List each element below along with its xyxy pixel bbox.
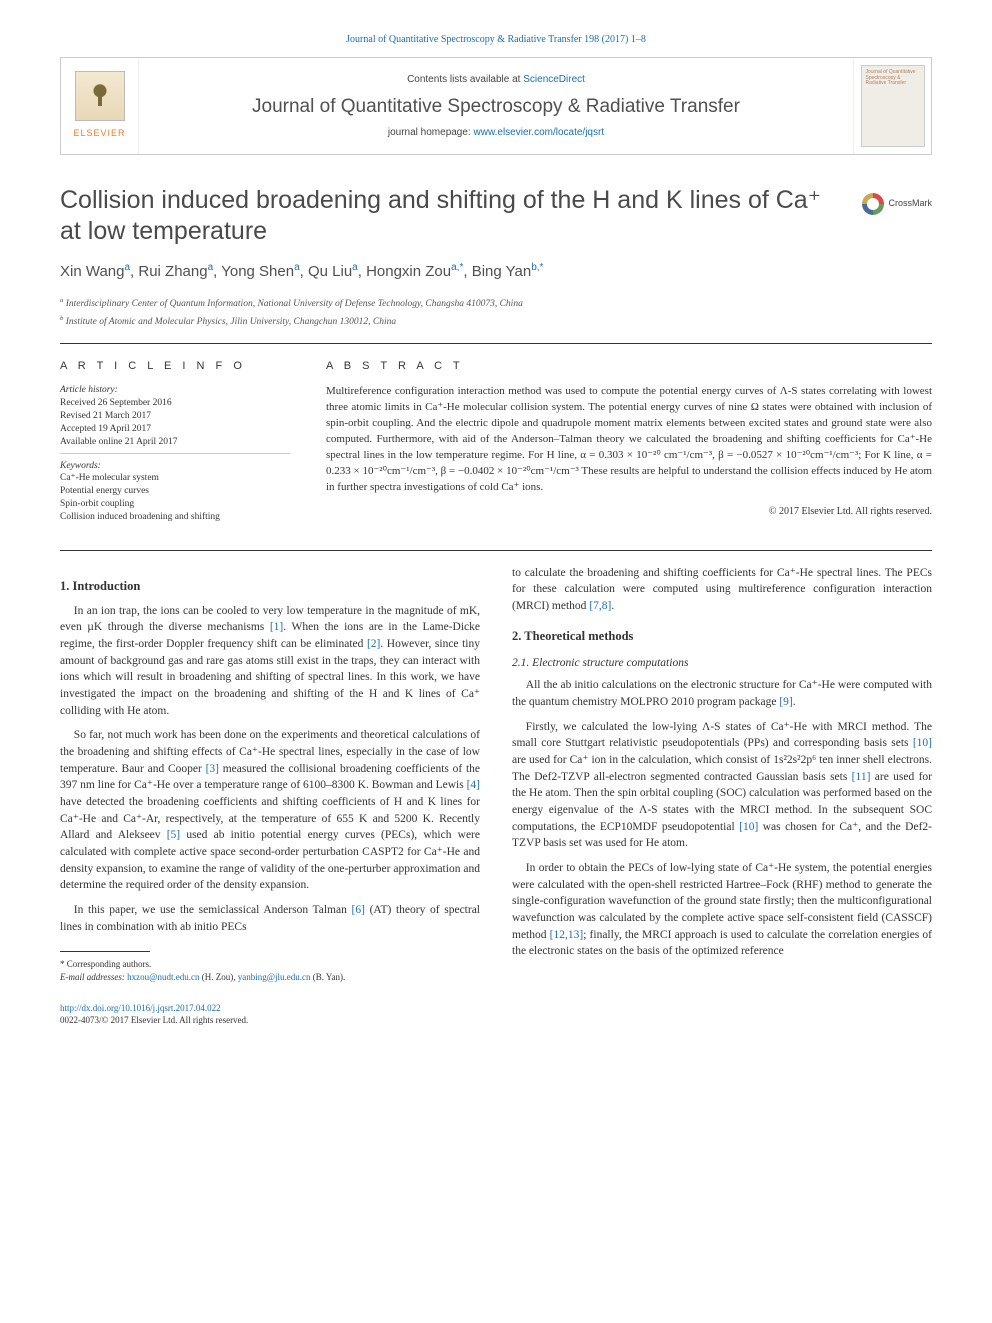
corresponding-authors: * Corresponding authors. bbox=[60, 958, 480, 971]
contents-line: Contents lists available at ScienceDirec… bbox=[407, 72, 585, 87]
footnote-block: * Corresponding authors. E-mail addresse… bbox=[60, 958, 480, 983]
copyright-line: © 2017 Elsevier Ltd. All rights reserved… bbox=[326, 504, 932, 519]
affiliation-a-text: Interdisciplinary Center of Quantum Info… bbox=[66, 299, 523, 309]
article-info-col: A R T I C L E I N F O Article history: R… bbox=[60, 358, 290, 536]
bottom-block: http://dx.doi.org/10.1016/j.jqsrt.2017.0… bbox=[60, 1002, 932, 1026]
methods-sub1: 2.1. Electronic structure computations bbox=[512, 655, 932, 672]
email-label: E-mail addresses: bbox=[60, 972, 127, 982]
history-revised: Revised 21 March 2017 bbox=[60, 410, 290, 423]
keywords-label: Keywords: bbox=[60, 460, 290, 473]
email-2-who: (B. Yan). bbox=[310, 972, 345, 982]
journal-name: Journal of Quantitative Spectroscopy & R… bbox=[252, 93, 740, 122]
methods-p3: In order to obtain the PECs of low-lying… bbox=[512, 860, 932, 960]
history-received: Received 26 September 2016 bbox=[60, 397, 290, 410]
history-label: Article history: bbox=[60, 384, 290, 397]
history-accepted: Accepted 19 April 2017 bbox=[60, 423, 290, 436]
email-line: E-mail addresses: hxzou@nudt.edu.cn (H. … bbox=[60, 971, 480, 984]
header-citation[interactable]: Journal of Quantitative Spectroscopy & R… bbox=[60, 32, 932, 47]
banner-center: Contents lists available at ScienceDirec… bbox=[139, 58, 853, 154]
body-columns: 1. Introduction In an ion trap, the ions… bbox=[60, 565, 932, 984]
publisher-logo[interactable]: ELSEVIER bbox=[61, 58, 139, 154]
homepage-line: journal homepage: www.elsevier.com/locat… bbox=[388, 125, 604, 140]
abstract-head: A B S T R A C T bbox=[326, 358, 932, 375]
email-1[interactable]: hxzou@nudt.edu.cn bbox=[127, 972, 199, 982]
affiliation-b-text: Institute of Atomic and Molecular Physic… bbox=[66, 317, 396, 327]
affiliation-b: b Institute of Atomic and Molecular Phys… bbox=[60, 315, 932, 329]
history-block: Article history: Received 26 September 2… bbox=[60, 384, 290, 523]
keyword-2: Spin-orbit coupling bbox=[60, 498, 290, 511]
publisher-label: ELSEVIER bbox=[73, 127, 125, 141]
sciencedirect-link[interactable]: ScienceDirect bbox=[523, 74, 585, 85]
banner-cover: Journal of Quantitative Spectroscopy & R… bbox=[853, 58, 931, 154]
crossmark-badge[interactable]: CrossMark bbox=[862, 193, 932, 215]
crossmark-icon bbox=[862, 193, 884, 215]
journal-cover-thumb: Journal of Quantitative Spectroscopy & R… bbox=[861, 65, 925, 147]
intro-p4-right: to calculate the broadening and shifting… bbox=[512, 565, 932, 615]
footnote-rule bbox=[60, 951, 150, 952]
keyword-1: Potential energy curves bbox=[60, 485, 290, 498]
paper-title: Collision induced broadening and shiftin… bbox=[60, 185, 842, 248]
keyword-0: Ca⁺-He molecular system bbox=[60, 472, 290, 485]
issn-line: 0022-4073/© 2017 Elsevier Ltd. All right… bbox=[60, 1014, 932, 1026]
methods-p2: Firstly, we calculated the low-lying Λ-S… bbox=[512, 719, 932, 852]
article-info-head: A R T I C L E I N F O bbox=[60, 358, 290, 375]
contents-prefix: Contents lists available at bbox=[407, 74, 523, 85]
rule-bottom bbox=[60, 550, 932, 551]
affiliation-a: a Interdisciplinary Center of Quantum In… bbox=[60, 297, 932, 311]
intro-p3: In this paper, we use the semiclassical … bbox=[60, 902, 480, 935]
homepage-prefix: journal homepage: bbox=[388, 127, 474, 138]
authors-line: Xin Wanga, Rui Zhanga, Yong Shena, Qu Li… bbox=[60, 260, 932, 284]
homepage-url[interactable]: www.elsevier.com/locate/jqsrt bbox=[474, 127, 605, 138]
email-2[interactable]: yanbing@jlu.edu.cn bbox=[238, 972, 311, 982]
intro-p2: So far, not much work has been done on t… bbox=[60, 727, 480, 894]
methods-heading: 2. Theoretical methods bbox=[512, 627, 932, 645]
rule-top bbox=[60, 343, 932, 344]
elsevier-tree-icon bbox=[75, 71, 125, 121]
intro-p1: In an ion trap, the ions can be cooled t… bbox=[60, 603, 480, 720]
methods-p1: All the ab initio calculations on the el… bbox=[512, 677, 932, 710]
abstract-col: A B S T R A C T Multireference configura… bbox=[326, 358, 932, 536]
journal-banner: ELSEVIER Contents lists available at Sci… bbox=[60, 57, 932, 155]
intro-heading: 1. Introduction bbox=[60, 577, 480, 595]
crossmark-label: CrossMark bbox=[888, 197, 932, 211]
keyword-3: Collision induced broadening and shiftin… bbox=[60, 511, 290, 524]
doi-link[interactable]: http://dx.doi.org/10.1016/j.jqsrt.2017.0… bbox=[60, 1003, 221, 1013]
abstract-text: Multireference configuration interaction… bbox=[326, 384, 932, 496]
email-1-who: (H. Zou), bbox=[199, 972, 237, 982]
history-online: Available online 21 April 2017 bbox=[60, 436, 290, 449]
